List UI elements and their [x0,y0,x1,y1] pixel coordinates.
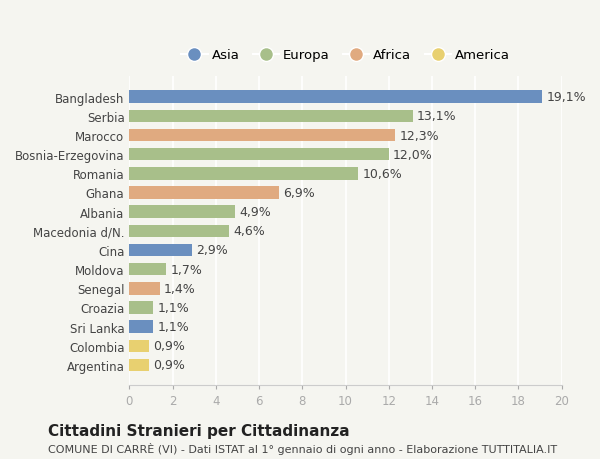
Bar [130,129,395,142]
Bar [130,359,149,371]
Bar [130,187,278,199]
Bar [130,282,160,295]
Text: 0,9%: 0,9% [153,340,185,353]
Bar [130,206,235,218]
Bar [130,91,542,104]
Bar [130,263,166,276]
Text: 0,9%: 0,9% [153,358,185,372]
Bar [130,302,153,314]
Text: 19,1%: 19,1% [547,91,586,104]
Text: 1,4%: 1,4% [164,282,196,295]
Text: 1,1%: 1,1% [157,301,189,314]
Legend: Asia, Europa, Africa, America: Asia, Europa, Africa, America [176,44,515,67]
Text: 12,3%: 12,3% [400,129,439,142]
Bar [130,321,153,333]
Bar [130,111,413,123]
Text: 1,7%: 1,7% [170,263,202,276]
Text: 12,0%: 12,0% [393,148,433,161]
Bar [130,168,358,180]
Text: 2,9%: 2,9% [196,244,228,257]
Bar [130,225,229,237]
Text: 6,9%: 6,9% [283,187,314,200]
Bar [130,244,192,257]
Bar [130,340,149,352]
Text: 4,9%: 4,9% [239,206,271,218]
Text: 10,6%: 10,6% [363,168,403,180]
Text: COMUNE DI CARRÈ (VI) - Dati ISTAT al 1° gennaio di ogni anno - Elaborazione TUTT: COMUNE DI CARRÈ (VI) - Dati ISTAT al 1° … [48,442,557,454]
Text: 4,6%: 4,6% [233,225,265,238]
Bar [130,149,389,161]
Text: Cittadini Stranieri per Cittadinanza: Cittadini Stranieri per Cittadinanza [48,423,350,438]
Text: 1,1%: 1,1% [157,320,189,333]
Text: 13,1%: 13,1% [417,110,457,123]
